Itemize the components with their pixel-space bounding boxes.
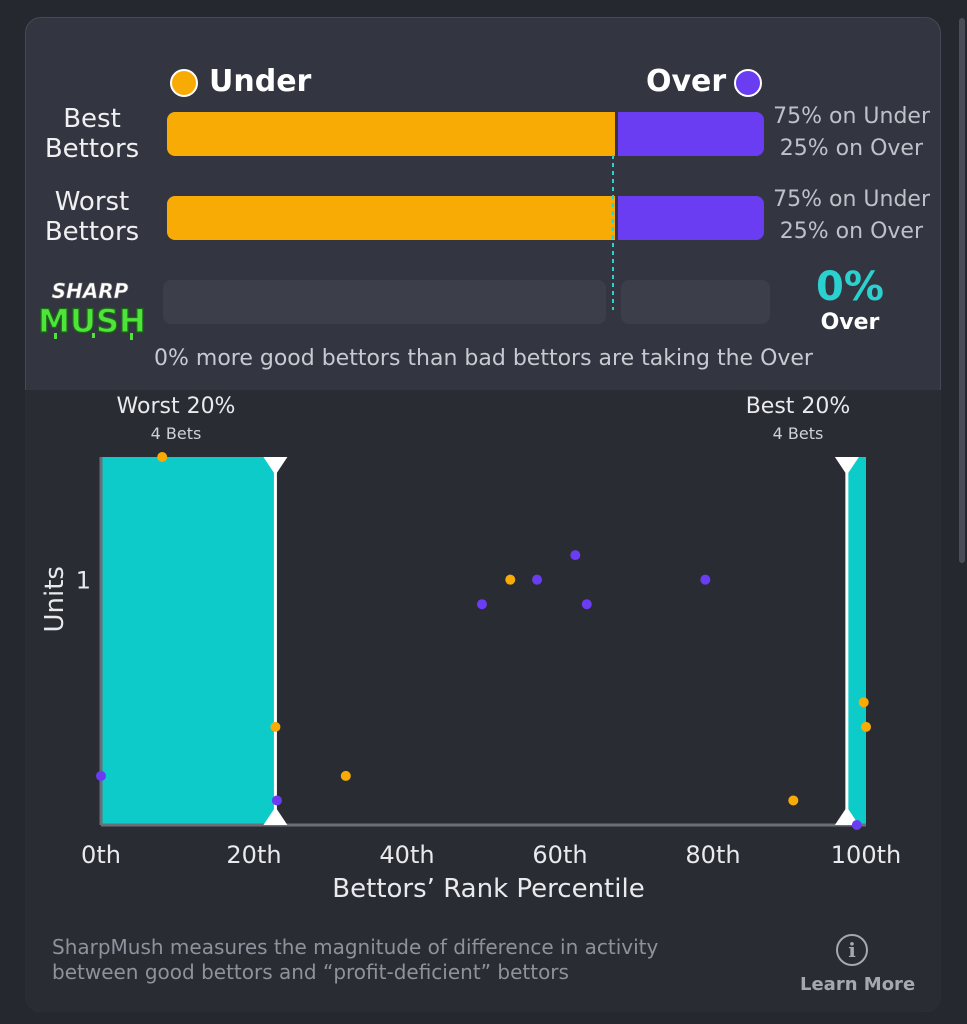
range-handle-top-0 <box>263 457 288 475</box>
over-point-6 <box>700 574 711 585</box>
x-axis-label: Bettors’ Rank Percentile <box>332 874 644 904</box>
under-point-1 <box>270 721 281 732</box>
worst-bettors-label-line1: Worst <box>54 187 130 217</box>
rank-scatter-chart: 0th 20th 40th 60th 80th 100th 1 Bettors’ Rank P… <box>40 452 901 904</box>
worst-bettors-label: Worst Bettors <box>27 187 157 247</box>
worst-bettors-pct: 75% on Under 25% on Over <box>765 184 930 248</box>
chart-ticks: 0th 20th 40th 60th 80th 100th 1 Bettors’ Rank P… <box>40 566 901 904</box>
range-handle-bottom-0 <box>263 807 288 825</box>
sharpmush-value: 0% <box>816 264 884 310</box>
worst-range-count: 4 Bets <box>150 424 202 443</box>
sharpmush-track-right <box>621 280 770 324</box>
sharpmush-logo-top: SHARP <box>52 279 129 303</box>
shaded-ranges <box>101 457 866 825</box>
chart-axes <box>99 457 866 827</box>
y-tick-label-0: 1 <box>76 567 91 595</box>
under-point-0 <box>157 452 168 462</box>
scrollbar[interactable] <box>959 18 965 563</box>
y-axis-label: Units <box>40 566 70 632</box>
under-point-3 <box>505 574 516 585</box>
under-legend-label: Under <box>209 64 312 99</box>
worst-over-bar <box>618 196 764 240</box>
over-legend-dot <box>734 69 762 97</box>
sharpmush-side-label: Over <box>820 310 880 335</box>
worst-bettors-label-line2: Bettors <box>44 217 140 247</box>
footer-line2: between good bettors and “profit-deficie… <box>52 960 569 984</box>
best-bettors-pct: 75% on Under 25% on Over <box>765 101 930 165</box>
over-point-0 <box>96 770 106 781</box>
best-bettors-label-line1: Best <box>63 104 121 134</box>
over-legend-label: Over <box>646 64 727 99</box>
shaded-range-1 <box>846 457 866 825</box>
over-point-1 <box>271 795 282 806</box>
over-point-4 <box>570 550 581 561</box>
worst-under-bar <box>167 196 615 240</box>
shaded-range-0 <box>101 457 276 825</box>
info-icon[interactable]: i <box>836 934 868 966</box>
under-point-4 <box>788 795 799 806</box>
under-point-5 <box>858 697 869 708</box>
best-under-pct-text: 75% on Under <box>773 104 930 129</box>
under-point-6 <box>861 721 871 732</box>
x-tick-label-1: 20th <box>226 841 281 869</box>
best-bettors-label-line2: Bettors <box>44 134 140 164</box>
learn-more-link[interactable]: Learn More <box>800 974 916 995</box>
under-point-2 <box>340 770 351 781</box>
best-over-pct-text: 25% on Over <box>779 136 923 161</box>
over-point-3 <box>532 574 543 585</box>
range-handle-bottom-1 <box>834 807 859 825</box>
range-handle-top-1 <box>834 457 859 475</box>
x-tick-label-4: 80th <box>685 841 740 869</box>
worst-range-title: Worst 20% <box>116 394 236 419</box>
over-point-2 <box>476 599 487 610</box>
over-point-5 <box>581 599 592 610</box>
worst-under-pct-text: 75% on Under <box>773 187 930 212</box>
sharpmush-summary: 0% more good bettors than bad bettors ar… <box>154 346 813 371</box>
worst-over-pct-text: 25% on Over <box>779 219 923 244</box>
over-point-7 <box>851 820 862 830</box>
best-range-count: 4 Bets <box>772 424 824 443</box>
split-marker-line <box>612 155 614 310</box>
sharpmush-logo: SHARP MUSH <box>38 279 146 340</box>
best-under-bar <box>167 112 615 156</box>
best-over-bar <box>618 112 764 156</box>
x-tick-label-3: 60th <box>532 841 587 869</box>
chart-points <box>96 452 871 830</box>
x-tick-label-5: 100th <box>831 841 901 869</box>
x-tick-label-0: 0th <box>81 841 121 869</box>
under-legend-dot <box>170 69 198 97</box>
sharpmush-track-left <box>163 280 606 324</box>
range-handles <box>263 457 859 825</box>
footer-description: SharpMush measures the magnitude of diff… <box>52 935 772 985</box>
best-bettors-label: Best Bettors <box>27 104 157 164</box>
best-range-title: Best 20% <box>745 394 851 419</box>
x-tick-label-2: 40th <box>379 841 434 869</box>
footer-line1: SharpMush measures the magnitude of diff… <box>52 935 659 959</box>
